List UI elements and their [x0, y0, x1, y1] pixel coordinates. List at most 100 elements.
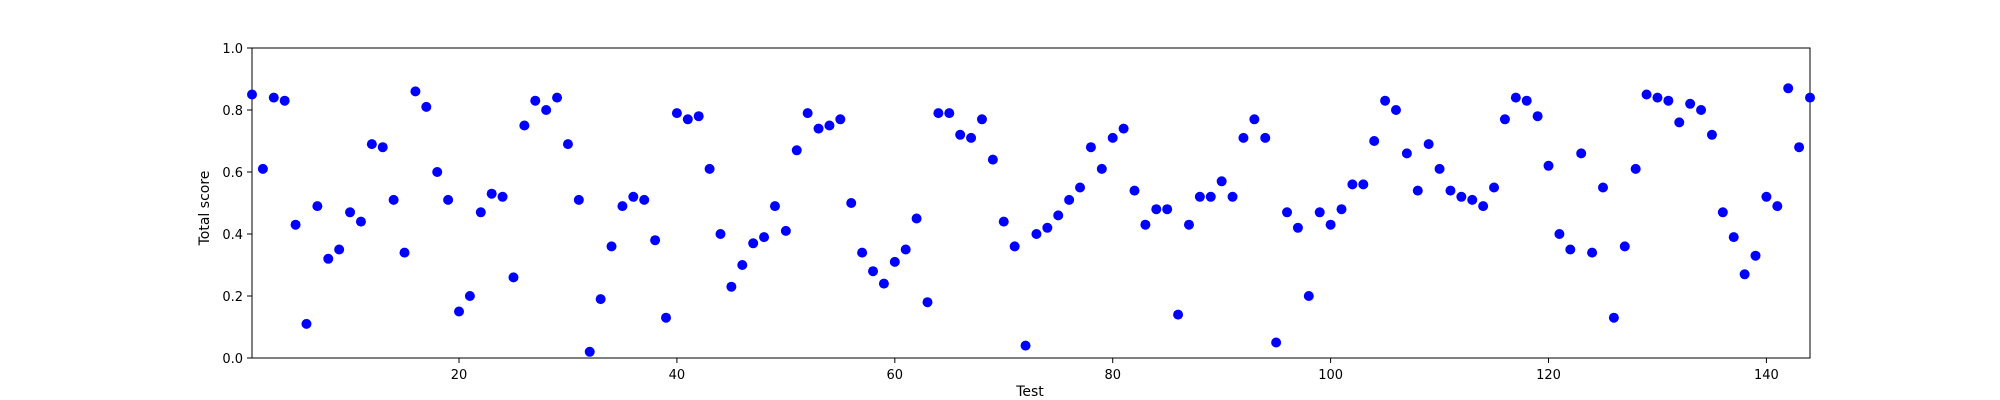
- data-point: [976, 114, 987, 125]
- x-tick-label: 100: [1318, 368, 1343, 383]
- data-point: [1314, 207, 1325, 218]
- data-point: [1685, 98, 1696, 109]
- data-point: [1576, 148, 1587, 159]
- data-point: [366, 139, 377, 150]
- data-point: [1467, 194, 1478, 205]
- data-point: [1151, 204, 1162, 215]
- data-point: [530, 95, 541, 106]
- data-point: [922, 297, 933, 308]
- data-point: [1663, 95, 1674, 106]
- data-point: [617, 201, 628, 212]
- data-point: [661, 312, 672, 323]
- data-point: [1325, 219, 1336, 230]
- data-point: [704, 163, 715, 174]
- data-point: [355, 216, 366, 227]
- x-tick-label: 40: [669, 368, 686, 383]
- data-point: [345, 207, 356, 218]
- data-point: [1085, 142, 1096, 153]
- data-point: [410, 86, 421, 97]
- data-point: [955, 129, 966, 140]
- data-point: [846, 198, 857, 208]
- data-point: [1205, 191, 1216, 202]
- data-point: [1183, 219, 1194, 230]
- data-point: [1532, 111, 1543, 122]
- data-point: [1216, 176, 1227, 187]
- data-point: [759, 232, 770, 243]
- data-point: [606, 241, 617, 252]
- data-point: [1554, 229, 1565, 239]
- y-tick-label: 0.6: [222, 166, 243, 181]
- data-point: [628, 191, 639, 202]
- data-point: [1587, 247, 1598, 258]
- data-point: [998, 216, 1009, 227]
- data-point: [1805, 92, 1815, 103]
- data-point: [1717, 207, 1728, 218]
- data-points: [247, 83, 1815, 357]
- data-point: [639, 194, 650, 205]
- data-point: [715, 229, 726, 239]
- data-point: [1423, 139, 1434, 150]
- y-tick-label: 0.4: [222, 228, 243, 243]
- x-axis-label: Test: [1015, 384, 1044, 400]
- data-point: [1042, 222, 1053, 233]
- data-point: [312, 201, 323, 212]
- data-point: [1445, 185, 1456, 196]
- data-point: [290, 219, 301, 230]
- data-point: [1173, 309, 1184, 320]
- data-point: [1608, 312, 1619, 323]
- data-point: [1674, 117, 1685, 128]
- data-point: [573, 194, 584, 205]
- data-point: [1129, 185, 1140, 196]
- data-point: [1434, 163, 1445, 174]
- data-point: [671, 108, 682, 119]
- data-point: [1020, 340, 1031, 351]
- data-point: [1401, 148, 1412, 159]
- data-point: [748, 238, 759, 249]
- data-point: [377, 142, 388, 153]
- data-point: [1772, 201, 1783, 212]
- data-point: [1521, 95, 1532, 106]
- data-point: [1347, 179, 1358, 190]
- x-axis: 20 40 60 80 100 120 140: [451, 358, 1779, 383]
- data-point: [1369, 136, 1380, 146]
- data-point: [1118, 123, 1129, 134]
- data-point: [1292, 222, 1303, 233]
- data-point: [1303, 291, 1314, 301]
- plot-area: [251, 47, 1811, 359]
- data-point: [791, 145, 802, 156]
- data-point: [1064, 194, 1075, 205]
- x-tick-label: 140: [1754, 368, 1779, 383]
- data-point: [247, 89, 257, 100]
- y-axis-label: Total score: [197, 171, 213, 247]
- data-point: [486, 188, 497, 199]
- data-point: [421, 101, 432, 112]
- x-tick-label: 80: [1104, 368, 1121, 383]
- data-point: [878, 278, 889, 289]
- data-point: [1565, 244, 1576, 255]
- data-point: [1390, 105, 1401, 115]
- plot-frame: [251, 47, 1811, 359]
- data-point: [1783, 83, 1794, 94]
- data-point: [857, 247, 868, 258]
- data-point: [1380, 95, 1391, 106]
- data-point: [682, 114, 693, 125]
- data-point: [987, 154, 998, 165]
- data-point: [454, 306, 465, 317]
- data-point: [475, 207, 486, 218]
- data-point: [279, 95, 290, 106]
- data-point: [1489, 182, 1500, 193]
- data-point: [650, 235, 661, 246]
- data-point: [726, 281, 737, 292]
- data-point: [1107, 132, 1118, 143]
- data-point: [1227, 191, 1238, 202]
- data-point: [1619, 241, 1630, 252]
- data-point: [1162, 204, 1173, 215]
- data-point: [1075, 182, 1086, 193]
- data-point: [268, 92, 279, 103]
- data-point: [497, 191, 508, 202]
- data-point: [1641, 89, 1652, 100]
- data-point: [1031, 229, 1042, 239]
- data-point: [323, 253, 334, 264]
- data-point: [1053, 210, 1064, 221]
- x-tick-label: 20: [451, 368, 468, 383]
